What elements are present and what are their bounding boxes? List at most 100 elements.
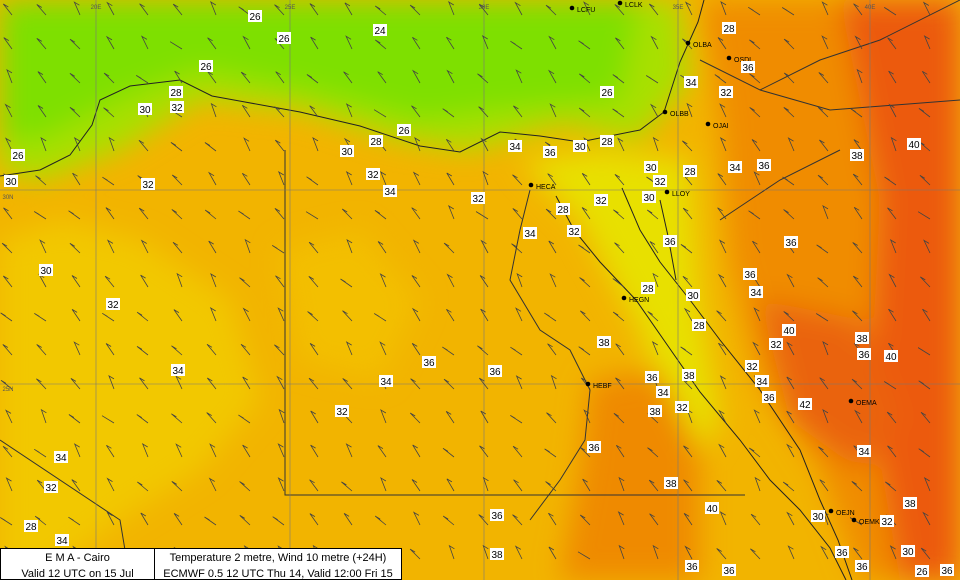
- wind-barb: [549, 273, 557, 288]
- wind-barb: [3, 207, 13, 220]
- temp-box: [594, 194, 608, 206]
- grid-label: 40E: [865, 5, 876, 11]
- station-dot: [585, 381, 591, 387]
- wind-barb: [786, 511, 795, 526]
- temp-label: 32: [171, 103, 183, 114]
- wind-barb: [344, 2, 353, 16]
- wind-barb: [617, 511, 625, 526]
- wind-barb: [241, 104, 251, 118]
- wind-barb: [647, 447, 659, 458]
- wind-barb: [614, 242, 625, 254]
- wind-barb: [341, 208, 353, 220]
- temp-label: 36: [836, 548, 848, 559]
- wind-barb: [312, 136, 319, 152]
- wind-barb: [652, 136, 659, 152]
- station-dot: [705, 121, 711, 127]
- wind-barb: [683, 479, 693, 492]
- station-label: OLBB: [670, 111, 689, 118]
- wind-barb: [377, 445, 387, 458]
- wind-barb: [783, 311, 795, 322]
- wind-barb: [244, 238, 251, 254]
- temp-box: [722, 22, 736, 34]
- wind-barb: [480, 239, 489, 254]
- temp-box: [675, 401, 689, 413]
- wind-barb: [310, 36, 319, 50]
- wind-barb: [106, 511, 115, 526]
- temp-label: 40: [885, 352, 897, 363]
- temp-label: 32: [367, 170, 379, 181]
- wind-barb: [478, 377, 489, 390]
- wind-barb: [310, 410, 319, 424]
- temp-box: [686, 289, 700, 301]
- wind-barb: [172, 241, 183, 254]
- temp-box: [369, 135, 383, 147]
- wind-barb: [581, 173, 591, 186]
- wind-barb: [271, 245, 285, 254]
- wind-barb: [515, 307, 523, 322]
- wind-barb: [918, 108, 931, 118]
- temp-box: [855, 332, 869, 344]
- temp-label: 32: [881, 517, 893, 528]
- temp-label: 28: [25, 522, 37, 533]
- temp-box: [523, 227, 537, 239]
- temp-box: [811, 510, 825, 522]
- wind-barb: [545, 481, 557, 492]
- wind-barb: [650, 103, 659, 118]
- wind-barb: [103, 72, 115, 84]
- temp-box: [383, 185, 397, 197]
- wind-barb: [345, 443, 353, 458]
- wind-barb: [135, 75, 149, 84]
- wind-barb: [719, 375, 727, 390]
- wind-barb: [510, 40, 523, 50]
- wind-barb: [6, 68, 13, 84]
- wind-barb: [853, 547, 863, 560]
- wind-barb: [305, 211, 319, 220]
- wind-barb: [748, 6, 761, 16]
- temp-label: 38: [851, 151, 863, 162]
- station-label: OSDI: [734, 57, 751, 64]
- wind-barb: [852, 275, 863, 288]
- wind-barb: [175, 443, 183, 458]
- temp-box: [743, 268, 757, 280]
- wind-barb: [614, 174, 625, 186]
- wind-barb: [204, 142, 217, 152]
- temp-box: [55, 534, 69, 546]
- wind-barb: [820, 545, 829, 560]
- wind-barb: [718, 239, 727, 254]
- temp-label: 26: [278, 34, 290, 45]
- temp-box: [656, 386, 670, 398]
- temp-box: [138, 103, 152, 115]
- field: Temperature 2 metre, Wind 10 metre (+24H…: [169, 552, 387, 564]
- wind-barb: [579, 277, 591, 288]
- temp-label: 34: [524, 229, 536, 240]
- wind-barb: [612, 278, 625, 288]
- wind-barb: [443, 378, 455, 390]
- wind-barb: [579, 446, 591, 458]
- wind-barb: [105, 35, 115, 50]
- wind-barb: [242, 444, 251, 458]
- wind-barb: [577, 551, 591, 560]
- wind-barb: [920, 411, 931, 424]
- wind-barb: [718, 342, 727, 356]
- temp-box: [379, 375, 393, 387]
- temp-box: [664, 477, 678, 489]
- temp-box: [11, 149, 25, 161]
- wind-barb: [612, 311, 625, 322]
- wind-barb: [751, 139, 761, 152]
- station-label: OLBA: [693, 42, 712, 49]
- temp-label: 28: [684, 167, 696, 178]
- wind-barb: [682, 207, 693, 220]
- wind-barb: [821, 1, 829, 16]
- temp-box: [745, 360, 759, 372]
- wind-barb: [582, 478, 591, 492]
- wind-barb: [645, 75, 659, 84]
- wind-barb: [754, 476, 761, 492]
- temp-box: [648, 405, 662, 417]
- temp-box: [171, 364, 185, 376]
- wind-barb: [680, 244, 693, 254]
- wind-barb: [275, 71, 285, 84]
- valid-time: Valid 12 UTC on 15 Jul 2022: [21, 568, 134, 580]
- temp-box: [397, 124, 411, 136]
- temp-box: [335, 405, 349, 417]
- wind-barb: [920, 276, 931, 288]
